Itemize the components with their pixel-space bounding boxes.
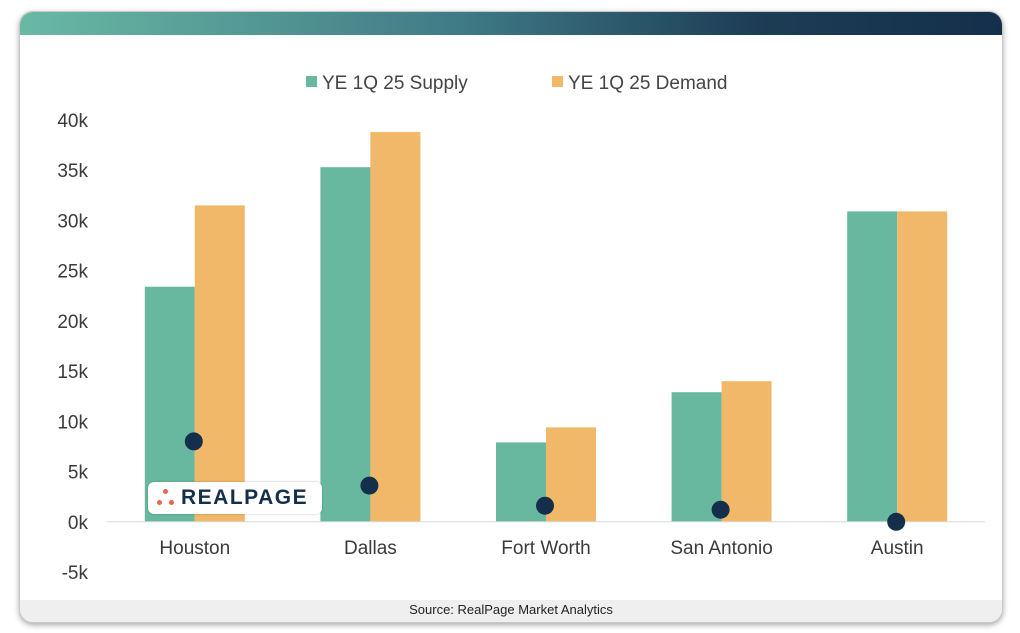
source-text: Source: RealPage Market Analytics bbox=[409, 602, 613, 617]
x-category-label: Houston bbox=[159, 538, 230, 559]
data-point-marker bbox=[184, 432, 203, 451]
y-tick-label: 0k bbox=[68, 513, 89, 534]
supply-bar bbox=[320, 167, 371, 522]
supply-bar bbox=[671, 392, 722, 522]
y-tick-label: 10k bbox=[57, 412, 88, 433]
x-category-label: San Antonio bbox=[670, 538, 772, 559]
y-tick-label: 5k bbox=[68, 463, 89, 484]
demand-bar bbox=[194, 205, 245, 522]
logo-dots-icon bbox=[156, 488, 176, 508]
y-tick-label: 35k bbox=[57, 161, 88, 182]
data-point-marker bbox=[360, 476, 379, 495]
y-tick-label: 25k bbox=[57, 262, 88, 283]
x-category-label: Fort Worth bbox=[501, 538, 590, 559]
legend-label-supply: YE 1Q 25 Supply bbox=[322, 73, 468, 94]
legend-swatch-demand bbox=[552, 76, 563, 87]
demand-bar bbox=[721, 381, 772, 522]
source-footer: Source: RealPage Market Analytics bbox=[20, 600, 1002, 622]
y-tick-label: 40k bbox=[57, 111, 88, 132]
y-tick-label: 20k bbox=[57, 312, 88, 333]
supply-bar bbox=[847, 211, 898, 522]
y-tick-label: 15k bbox=[57, 362, 88, 383]
y-tick-label: -5k bbox=[62, 563, 89, 584]
header-bar bbox=[20, 12, 1002, 35]
legend-swatch-supply bbox=[306, 76, 317, 87]
realpage-logo: REALPAGE bbox=[148, 482, 322, 514]
logo-text: REALPAGE bbox=[181, 486, 309, 509]
legend-label-demand: YE 1Q 25 Demand bbox=[568, 73, 727, 94]
x-category-label: Austin bbox=[871, 538, 924, 559]
data-point-marker bbox=[711, 500, 730, 519]
demand-bar bbox=[897, 211, 948, 522]
demand-bar bbox=[370, 132, 421, 522]
y-tick-label: 30k bbox=[57, 211, 88, 232]
x-category-label: Dallas bbox=[344, 538, 397, 559]
data-point-marker bbox=[536, 496, 554, 515]
demand-bar bbox=[546, 427, 596, 522]
data-point-marker bbox=[887, 512, 906, 531]
